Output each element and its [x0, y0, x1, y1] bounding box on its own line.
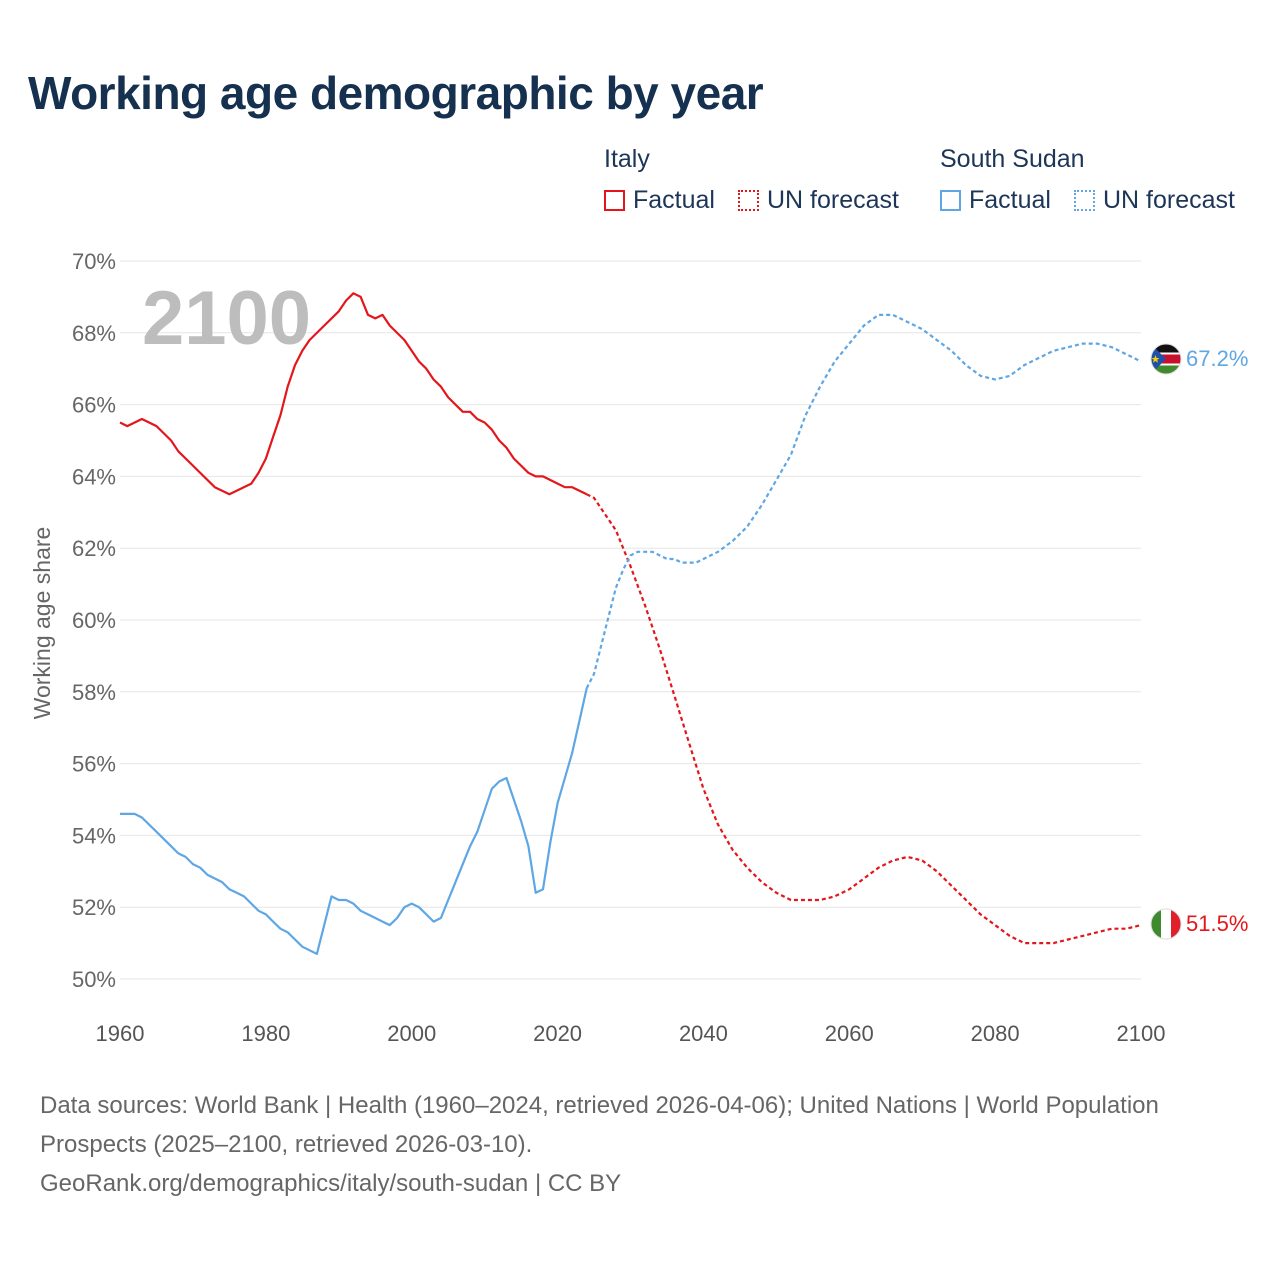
x-tick-label: 2080 [971, 1021, 1020, 1046]
y-tick-label: 54% [72, 823, 116, 848]
y-axis-label: Working age share [29, 527, 55, 720]
footer-sources: Data sources: World Bank | Health (1960–… [40, 1092, 1159, 1158]
y-tick-label: 66% [72, 393, 116, 418]
legend-swatch-solid-icon [940, 190, 961, 211]
series-line-forecast [585, 313, 1142, 689]
y-tick-label: 58% [72, 680, 116, 705]
y-tick-label: 56% [72, 752, 116, 777]
x-tick-label: 2100 [1117, 1021, 1166, 1046]
y-tick-label: 70% [72, 249, 116, 274]
chart-title: Working age demographic by year [28, 67, 764, 119]
x-tick-label: 2020 [533, 1021, 582, 1046]
italy-end-label: 51.5% [1186, 911, 1248, 936]
y-tick-label: 52% [72, 895, 116, 920]
footer: Data sources: World Bank | Health (1960–… [40, 1086, 1180, 1203]
legend-label: Factual [633, 186, 715, 214]
grid-layer [120, 260, 1141, 980]
legend-group-south-sudan: South Sudan [940, 145, 1085, 173]
x-tick-label: 2060 [825, 1021, 874, 1046]
series-line-factual [120, 687, 588, 955]
legend-label: UN forecast [1103, 186, 1235, 214]
series-line-factual [119, 292, 588, 496]
y-tick-label: 50% [72, 967, 116, 992]
legend-south-sudan-forecast[interactable]: UN forecast [1074, 186, 1235, 215]
line-chart: 50%52%54%56%58%60%62%64%66%68%70% 1960 19… [29, 249, 1248, 1046]
legend-label: Factual [969, 186, 1051, 214]
y-axis: 50% 52% 54% 56% 58% 60% 62% 64% 66% 68% 70% [72, 249, 116, 992]
x-tick-label: 1960 [96, 1021, 145, 1046]
series-layer [119, 292, 1142, 955]
legend-label: UN forecast [767, 186, 899, 214]
south-sudan-end-label: 67.2% [1186, 346, 1248, 371]
italy-flag-icon [1151, 909, 1181, 939]
legend-south-sudan-factual[interactable]: Factual [940, 186, 1051, 215]
south-sudan-flag-icon [1151, 344, 1181, 374]
series-line-forecast [586, 493, 1142, 945]
legend-swatch-dotted-icon [738, 190, 759, 211]
legend-italy-forecast[interactable]: UN forecast [738, 186, 899, 215]
y-tick-label: 62% [72, 536, 116, 561]
legend-italy-factual[interactable]: Factual [604, 186, 715, 215]
x-tick-label: 2040 [679, 1021, 728, 1046]
y-tick-label: 64% [72, 464, 116, 489]
footer-attribution: GeoRank.org/demographics/italy/south-sud… [40, 1170, 622, 1197]
x-tick-label: 2000 [387, 1021, 436, 1046]
x-tick-label: 1980 [241, 1021, 290, 1046]
x-axis: 1960 1980 2000 2020 2040 2060 2080 2100 [96, 1021, 1166, 1046]
legend-swatch-solid-icon [604, 190, 625, 211]
year-overlay: 2100 [142, 276, 311, 361]
y-tick-label: 68% [72, 321, 116, 346]
y-tick-label: 60% [72, 608, 116, 633]
legend-swatch-dotted-icon [1074, 190, 1095, 211]
legend-group-italy: Italy [604, 145, 650, 173]
